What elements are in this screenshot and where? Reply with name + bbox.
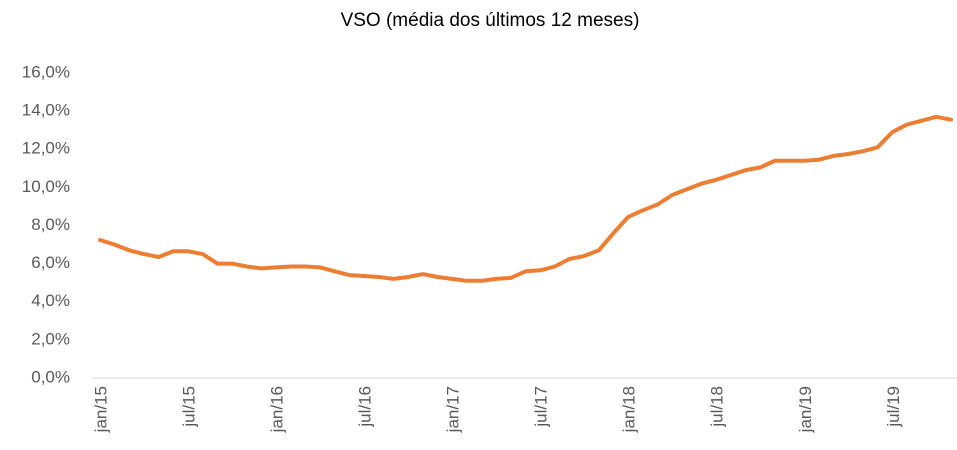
y-tick-label: 14,0% (22, 101, 70, 120)
x-tick-label: jan/17 (444, 386, 463, 433)
y-tick-label: 2,0% (31, 329, 70, 348)
x-tick-label: jan/16 (268, 386, 287, 433)
x-tick-label: jul/17 (532, 386, 551, 428)
chart-title: VSO (média dos últimos 12 meses) (341, 10, 640, 31)
x-tick-label: jan/19 (796, 386, 815, 433)
x-tick-label: jul/16 (356, 386, 375, 428)
y-tick-label: 0,0% (31, 367, 70, 386)
x-tick-label: jan/18 (620, 386, 639, 433)
x-tick-label: jul/18 (708, 386, 727, 428)
y-tick-label: 12,0% (22, 139, 70, 158)
y-tick-label: 4,0% (31, 291, 70, 310)
x-tick-label: jul/19 (884, 386, 903, 428)
y-tick-label: 16,0% (22, 62, 70, 81)
x-tick-label: jan/15 (91, 386, 110, 433)
y-tick-label: 6,0% (31, 253, 70, 272)
x-tick-label: jul/15 (180, 386, 199, 428)
y-tick-label: 8,0% (31, 215, 70, 234)
y-tick-label: 10,0% (22, 177, 70, 196)
line (98, 114, 953, 283)
